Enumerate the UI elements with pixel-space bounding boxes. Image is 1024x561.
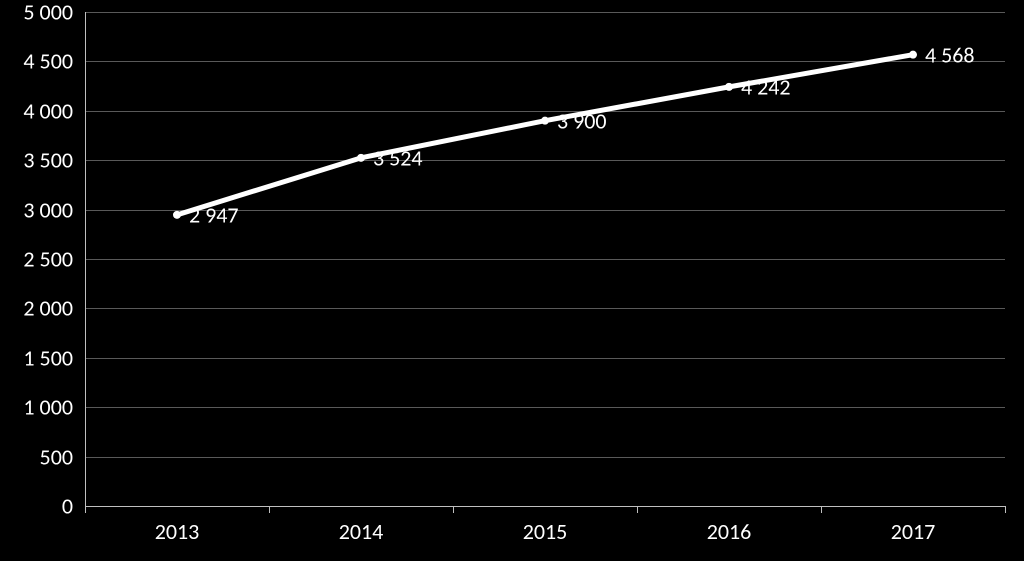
data-label: 4 242 (741, 73, 791, 100)
data-marker (541, 117, 549, 125)
data-label: 2 947 (189, 201, 239, 228)
data-label: 3 900 (557, 107, 607, 134)
line-chart: 05001 0001 5002 0002 5003 0003 5004 0004… (0, 0, 1024, 561)
data-marker (357, 154, 365, 162)
data-label: 3 524 (373, 144, 423, 171)
data-marker (173, 211, 181, 219)
data-marker (909, 51, 917, 59)
data-label: 4 568 (925, 41, 975, 68)
data-marker (725, 83, 733, 91)
series-line (0, 0, 1024, 561)
